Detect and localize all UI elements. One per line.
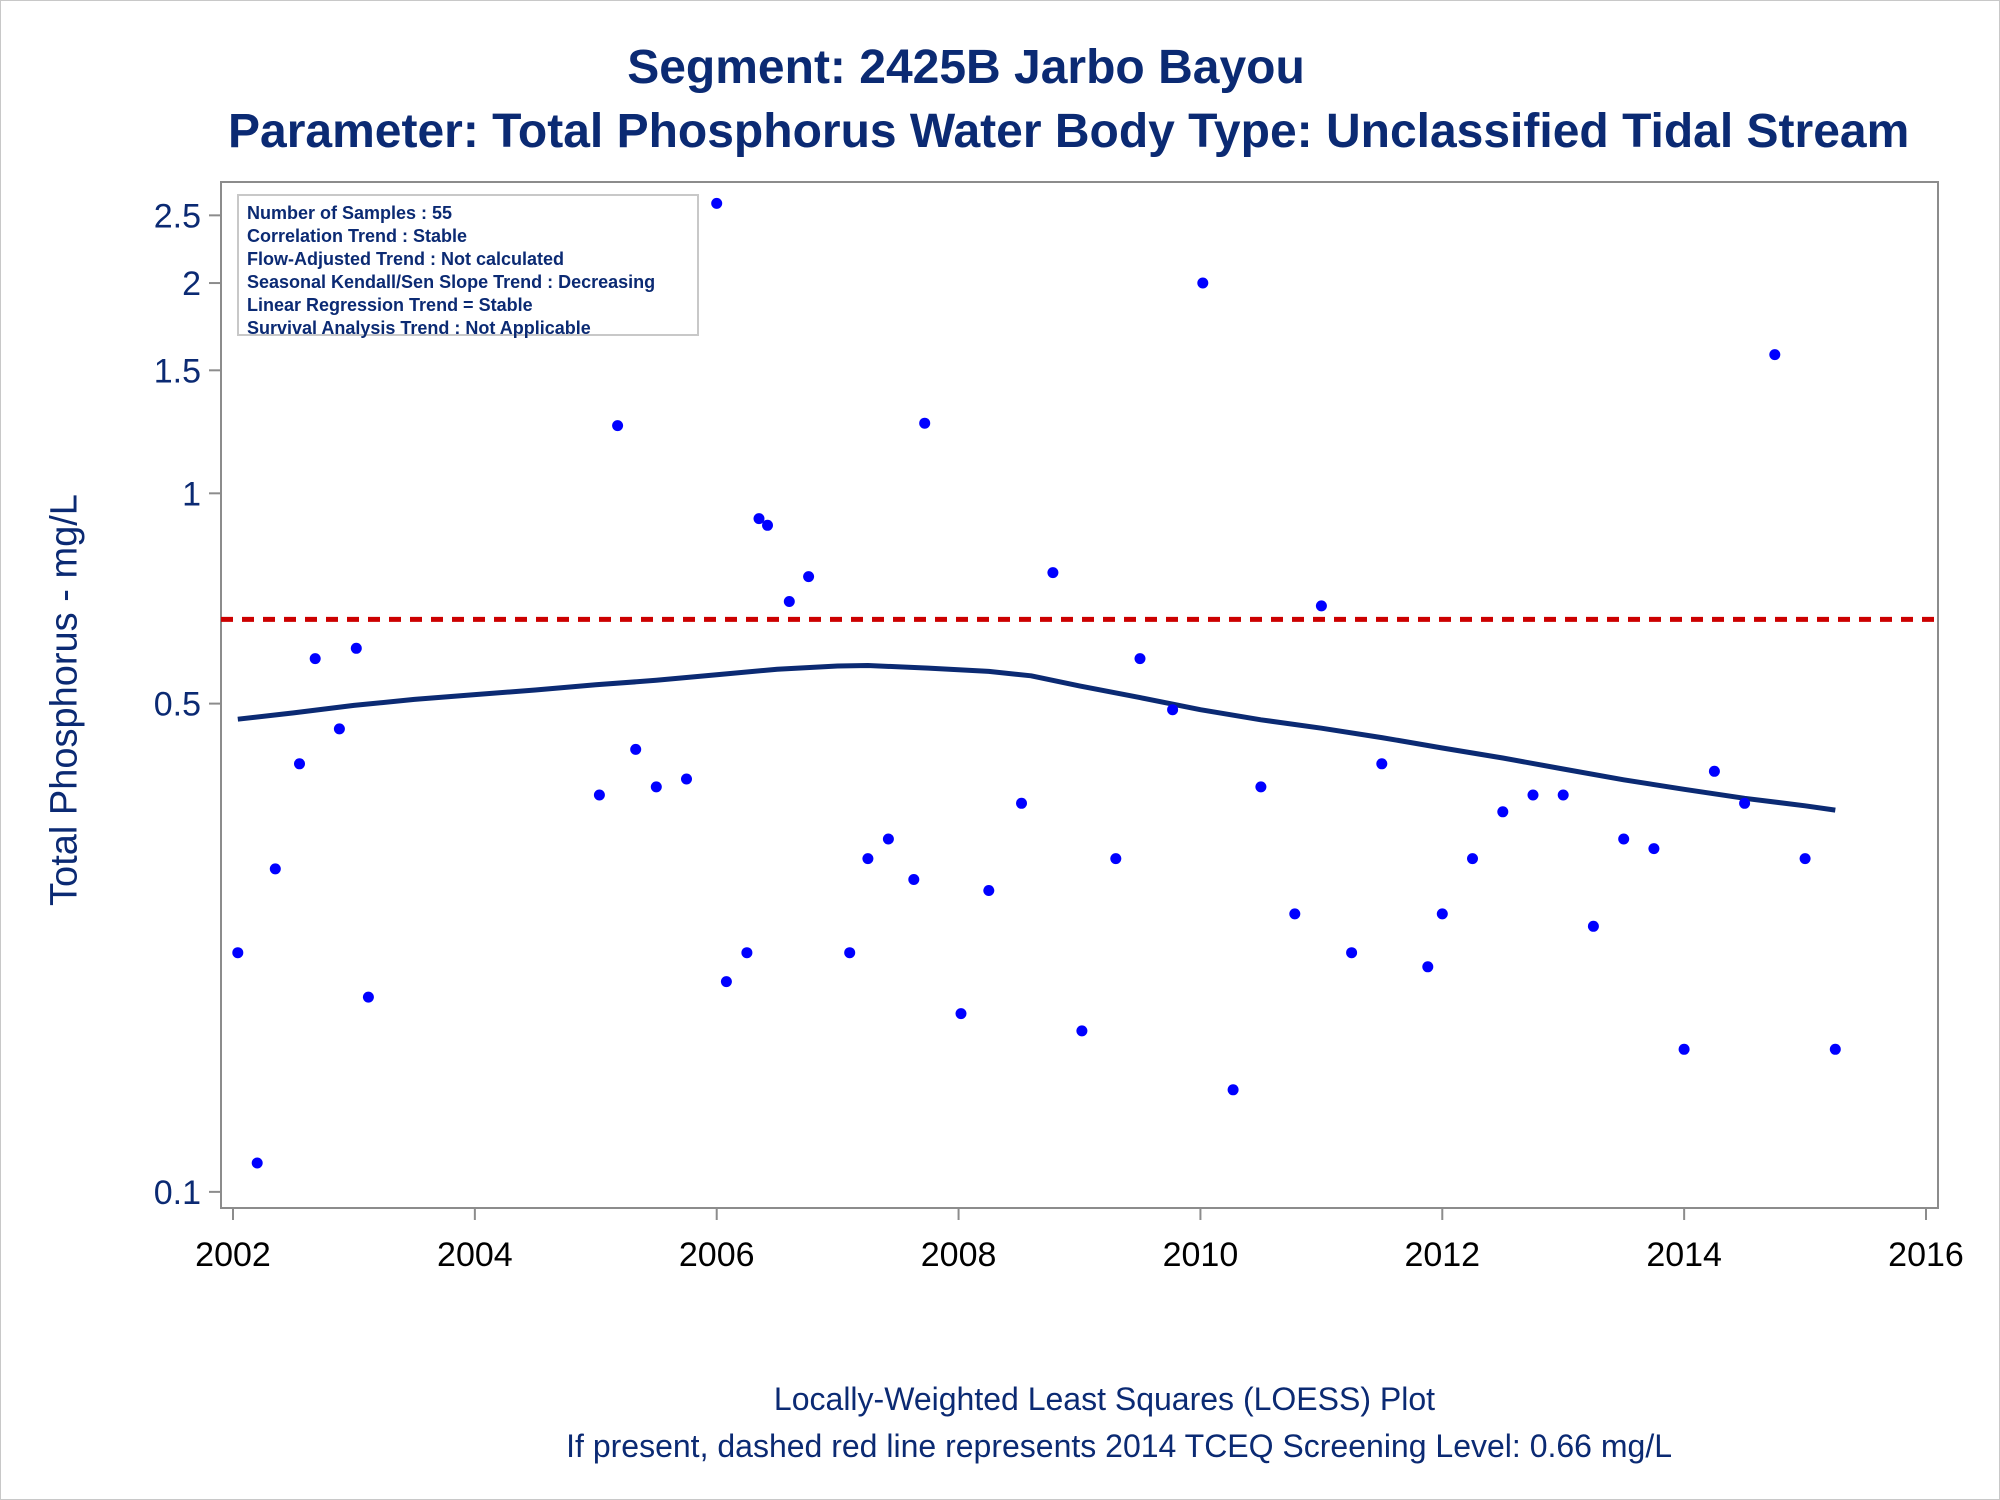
- trend-stats-box: Number of Samples : 55 Correlation Trend…: [237, 194, 699, 338]
- y-tick-label: 1.5: [154, 352, 201, 390]
- data-point: [720, 976, 732, 988]
- x-tick-label: 2014: [1646, 1236, 1722, 1274]
- data-point: [983, 885, 995, 896]
- data-point: [803, 571, 815, 583]
- plot-area: [220, 181, 1939, 1209]
- data-point: [1769, 349, 1781, 361]
- data-point: [1436, 908, 1448, 920]
- data-point: [1527, 789, 1539, 801]
- data-point: [350, 642, 362, 654]
- data-point: [269, 863, 281, 875]
- data-point: [1076, 1025, 1088, 1037]
- data-point: [1739, 797, 1751, 809]
- x-tick-label: 2002: [195, 1236, 271, 1274]
- footnote-screening: If present, dashed red line represents 2…: [566, 1428, 1672, 1464]
- x-tick-label: 2004: [437, 1236, 513, 1274]
- data-point: [1134, 653, 1146, 665]
- stat-line: Seasonal Kendall/Sen Slope Trend : Decre…: [247, 272, 656, 292]
- data-point: [1346, 947, 1358, 959]
- data-point: [783, 596, 795, 607]
- data-point: [844, 947, 856, 959]
- y-tick-label: 0.1: [154, 1174, 201, 1212]
- data-point: [1376, 758, 1388, 770]
- data-point: [232, 947, 244, 959]
- x-tick-label: 2010: [1163, 1236, 1239, 1274]
- data-point: [1197, 277, 1209, 289]
- stat-line: Correlation Trend : Stable: [247, 226, 468, 246]
- data-point: [612, 420, 624, 432]
- data-point: [1708, 765, 1720, 777]
- x-tick-label: 2016: [1888, 1236, 1964, 1274]
- footnote-loess: Locally-Weighted Least Squares (LOESS) P…: [773, 1381, 1435, 1417]
- data-point: [741, 947, 753, 959]
- data-point: [908, 874, 920, 885]
- data-point: [1016, 797, 1027, 809]
- y-tick-label: 2.5: [154, 197, 201, 235]
- stat-line: Survival Analysis Trend : Not Applicable: [247, 318, 591, 338]
- data-point: [919, 417, 931, 429]
- data-point: [362, 991, 374, 1003]
- data-point: [955, 1008, 967, 1020]
- data-point: [1829, 1043, 1841, 1055]
- data-point: [1289, 908, 1301, 920]
- data-point: [1167, 704, 1179, 716]
- data-point: [1799, 853, 1811, 865]
- sample-points: [232, 197, 1841, 1169]
- chart-title: Segment: 2425B Jarbo Bayou: [627, 41, 1305, 94]
- x-tick-label: 2012: [1404, 1236, 1480, 1274]
- data-point: [1618, 833, 1630, 845]
- data-point: [711, 197, 723, 209]
- y-axis: 0.1 0.5 1 1.5 2 2.5: [154, 197, 221, 1212]
- data-point: [1467, 853, 1478, 865]
- data-point: [1497, 806, 1509, 818]
- data-point: [882, 833, 894, 845]
- loess-line: [237, 663, 1836, 813]
- chart-subtitle: Parameter: Total Phosphorus Water Body T…: [228, 105, 1910, 158]
- data-point: [862, 853, 874, 865]
- data-point: [333, 723, 345, 735]
- data-point: [1110, 853, 1122, 865]
- y-tick-label: 2: [182, 265, 201, 303]
- data-point: [1678, 1043, 1690, 1055]
- data-point: [1557, 789, 1569, 801]
- stat-line: Linear Regression Trend = Stable: [247, 295, 533, 315]
- data-point: [1587, 920, 1599, 932]
- data-point: [251, 1157, 263, 1169]
- data-point: [1047, 567, 1059, 579]
- data-point: [1422, 961, 1434, 973]
- data-point: [753, 513, 765, 525]
- data-point: [681, 773, 692, 785]
- data-point: [309, 653, 321, 665]
- data-point: [593, 789, 605, 801]
- data-point: [1315, 600, 1327, 612]
- data-point: [294, 758, 305, 770]
- stat-line: Number of Samples : 55: [247, 203, 453, 223]
- y-tick-label: 1: [182, 475, 201, 513]
- data-point: [1227, 1084, 1239, 1096]
- loess-curve: [237, 663, 1836, 813]
- stat-line: Flow-Adjusted Trend : Not calculated: [247, 249, 565, 269]
- data-point: [1648, 843, 1660, 855]
- x-axis: 2002 2004 2006 2008 2010 2012 2014 2016: [195, 1208, 1964, 1274]
- data-point: [762, 519, 773, 531]
- data-point: [630, 743, 642, 755]
- x-tick-label: 2006: [679, 1236, 755, 1274]
- y-tick-label: 0.5: [154, 686, 201, 724]
- x-tick-label: 2008: [921, 1236, 997, 1274]
- data-point: [650, 781, 662, 793]
- data-point: [1255, 781, 1267, 793]
